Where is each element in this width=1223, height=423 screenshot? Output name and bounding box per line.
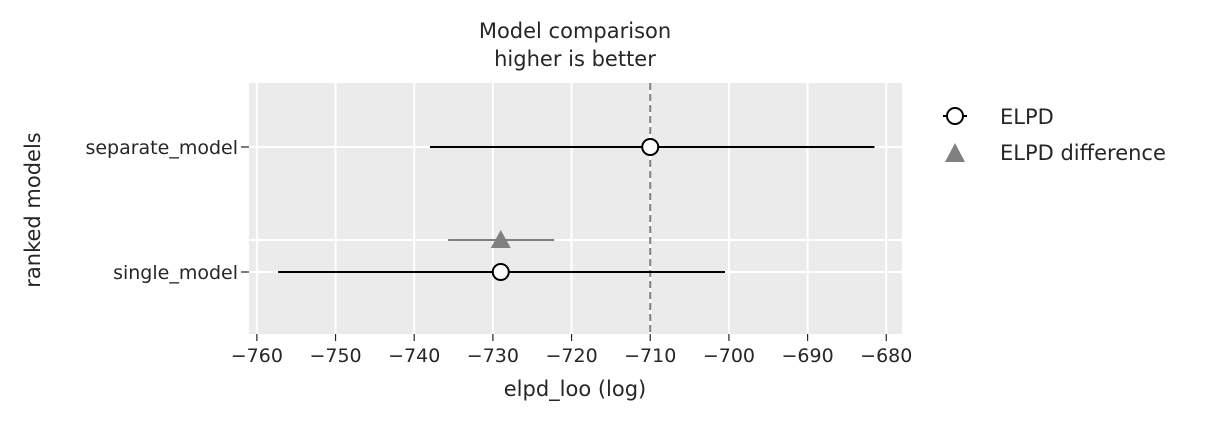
data-marks [278, 138, 875, 281]
x-tick-label: −730 [467, 345, 519, 367]
y-tick-label: single_model [113, 262, 238, 284]
plot-panel [249, 83, 902, 334]
y-axis-label: ranked models [21, 132, 45, 287]
legend: ELPD ELPD difference [943, 105, 1166, 165]
x-tick-labels: −760 −750 −740 −730 −720 −710 −700 −690 −680 [231, 334, 912, 367]
chart-title: Model comparison [479, 19, 671, 43]
x-tick-label: −690 [781, 345, 833, 367]
elpd-point [491, 263, 510, 281]
legend-elpd-marker [946, 107, 964, 125]
x-tick-label: −760 [231, 345, 283, 367]
x-tick-label: −720 [545, 345, 597, 367]
legend-elpd-label: ELPD [1000, 105, 1054, 129]
x-tick-label: −710 [624, 345, 676, 367]
legend-difference-marker [945, 143, 965, 162]
x-tick-label: −740 [388, 345, 440, 367]
x-axis-label: elpd_loo (log) [504, 377, 647, 402]
chart-subtitle: higher is better [494, 47, 656, 71]
difference-point [490, 230, 511, 248]
x-tick-label: −750 [309, 345, 361, 367]
y-tick-labels: separate_model single_model [85, 137, 249, 284]
x-tick-label: −700 [703, 345, 755, 367]
legend-difference-label: ELPD difference [1000, 141, 1166, 165]
elpd-point [641, 138, 660, 156]
y-tick-label: separate_model [85, 137, 238, 159]
x-tick-label: −680 [860, 345, 912, 367]
